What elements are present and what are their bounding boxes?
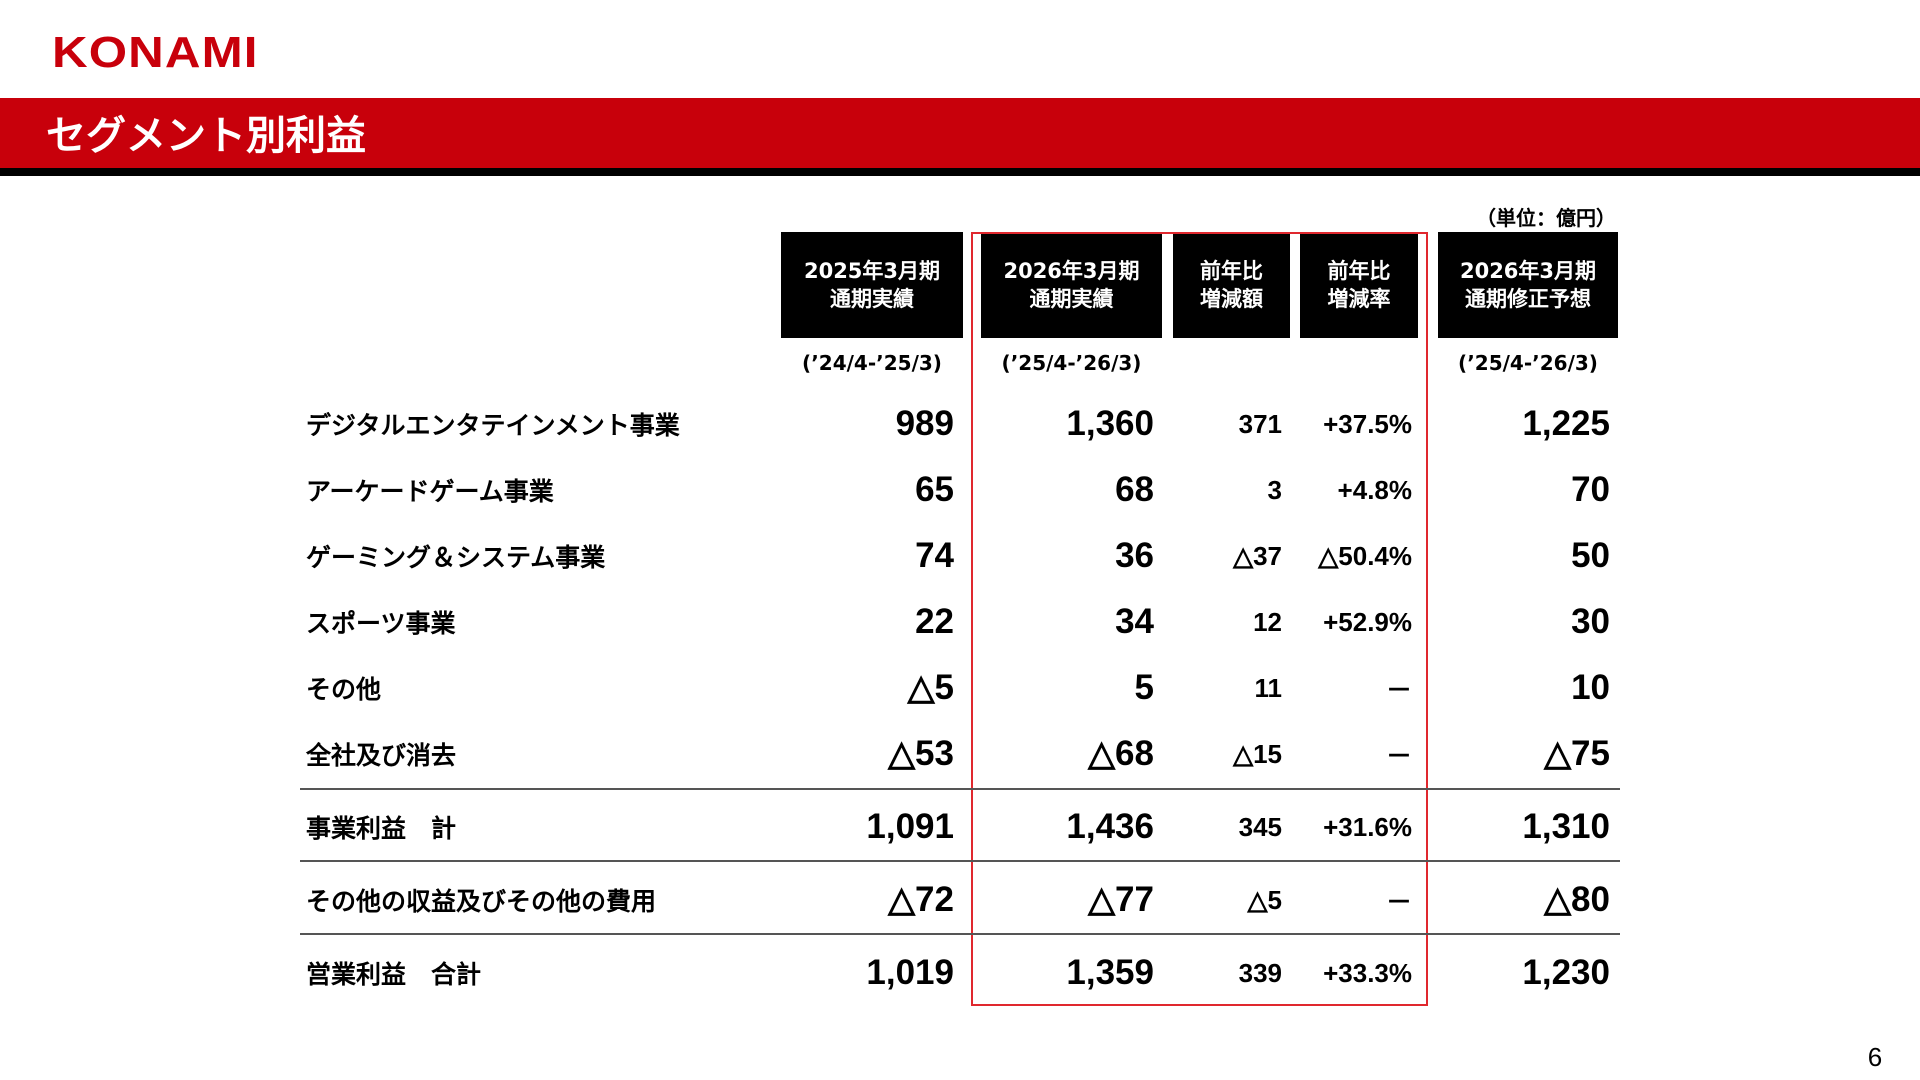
cell-forecast: △80 [1544, 880, 1610, 919]
row-label: 営業利益 合計 [306, 960, 482, 989]
column-header-yoy-change: 前年比 増減額 [1173, 232, 1290, 338]
cell-fy2026: 1,359 [1066, 953, 1154, 992]
cell-diff: △15 [1233, 738, 1282, 769]
cell-rate: +52.9% [1323, 606, 1412, 637]
row-label: デジタルエンタテインメント事業 [306, 411, 680, 440]
cell-rate: +33.3% [1323, 957, 1412, 988]
cell-diff: △37 [1233, 540, 1282, 571]
divider-line [300, 860, 1620, 862]
cell-fy2026: 34 [1115, 602, 1154, 641]
cell-fy2025: 989 [895, 404, 954, 443]
row-label: アーケードゲーム事業 [306, 477, 554, 506]
cell-fy2026: 68 [1115, 470, 1154, 509]
table-row-gaming-systems: ゲーミング＆システム事業 74 36 △37 △50.4% 50 [300, 530, 1620, 582]
cell-forecast: △75 [1544, 734, 1610, 773]
cell-fy2025: △53 [888, 734, 954, 773]
column-header-fy2026-actual: 2026年3月期 通期実績 [981, 232, 1162, 338]
unit-label: （単位：億円） [1476, 206, 1616, 230]
column-header-fy2026-forecast: 2026年3月期 通期修正予想 [1438, 232, 1618, 338]
cell-fy2025: 1,091 [866, 807, 954, 846]
table-row-arcade-game: アーケードゲーム事業 65 68 3 +4.8% 70 [300, 464, 1620, 516]
period-fy2026: (’25/4-’26/3) [1001, 351, 1142, 375]
column-header-line1: 前年比 [1200, 259, 1263, 283]
cell-rate: － [1385, 740, 1412, 771]
column-header-line2: 通期実績 [1029, 287, 1114, 311]
cell-diff: 345 [1238, 811, 1282, 842]
cell-fy2025: 22 [915, 602, 954, 641]
table-row-corporate-eliminations: 全社及び消去 △53 △68 △15 － △75 [300, 728, 1620, 780]
cell-fy2025: △72 [888, 880, 954, 919]
column-header-line1: 2026年3月期 [1003, 259, 1140, 283]
table-row-other-income-expenses: その他の収益及びその他の費用 △72 △77 △5 － △80 [300, 864, 1620, 936]
cell-forecast: 1,230 [1522, 953, 1610, 992]
column-header-fy2025-actual: 2025年3月期 通期実績 [781, 232, 963, 338]
divider-line [300, 933, 1620, 935]
cell-diff: 339 [1238, 957, 1282, 988]
page-title: セグメント別利益 [46, 113, 366, 159]
cell-fy2026: △68 [1088, 734, 1154, 773]
row-label: その他 [306, 675, 382, 704]
cell-fy2025: △5 [907, 668, 954, 707]
row-label: その他の収益及びその他の費用 [306, 887, 657, 916]
cell-diff: 3 [1267, 474, 1282, 505]
cell-rate: +37.5% [1323, 408, 1412, 439]
cell-rate: +4.8% [1337, 474, 1412, 505]
column-header-yoy-rate: 前年比 増減率 [1300, 232, 1418, 338]
cell-rate: +31.6% [1323, 811, 1412, 842]
cell-diff: △5 [1247, 884, 1282, 915]
cell-forecast: 1,310 [1522, 807, 1610, 846]
row-label: 事業利益 計 [306, 814, 457, 843]
cell-forecast: 30 [1571, 602, 1610, 641]
table-row-other: その他 △5 5 11 － 10 [300, 662, 1620, 714]
cell-diff: 371 [1238, 408, 1282, 439]
konami-logo: KONAMI [52, 28, 259, 77]
cell-diff: 11 [1254, 672, 1283, 703]
page-number: 6 [1867, 1042, 1883, 1072]
highlight-frame [971, 232, 1428, 1006]
table-row-sports: スポーツ事業 22 34 12 +52.9% 30 [300, 596, 1620, 648]
row-label: ゲーミング＆システム事業 [306, 543, 606, 572]
cell-diff: 12 [1253, 606, 1282, 637]
row-label: スポーツ事業 [306, 609, 456, 638]
cell-fy2026: 5 [1134, 668, 1154, 707]
cell-fy2025: 1,019 [866, 953, 954, 992]
cell-fy2026: 1,436 [1066, 807, 1154, 846]
cell-fy2025: 65 [915, 470, 954, 509]
cell-fy2026: 36 [1115, 536, 1154, 575]
column-header-line2: 通期修正予想 [1465, 287, 1591, 311]
cell-fy2025: 74 [915, 536, 954, 575]
column-header-line2: 増減率 [1327, 287, 1391, 311]
column-header-line2: 通期実績 [830, 287, 914, 311]
column-header-line1: 2026年3月期 [1459, 259, 1597, 283]
title-bar: セグメント別利益 [0, 98, 1920, 176]
cell-forecast: 50 [1571, 536, 1610, 575]
cell-rate: △50.4% [1318, 540, 1412, 571]
cell-forecast: 10 [1571, 668, 1610, 707]
column-header-line2: 増減額 [1200, 287, 1263, 311]
cell-rate: － [1385, 674, 1412, 705]
period-fy2025: (’24/4-’25/3) [802, 351, 942, 375]
divider-line [300, 788, 1620, 790]
column-header-line1: 前年比 [1327, 259, 1391, 283]
table-row-operating-profit-total: 営業利益 合計 1,019 1,359 339 +33.3% 1,230 [300, 937, 1620, 1009]
column-header-line1: 2025年3月期 [803, 259, 941, 283]
cell-forecast: 70 [1571, 470, 1610, 509]
cell-fy2026: △77 [1088, 880, 1154, 919]
table-row-business-profit-total: 事業利益 計 1,091 1,436 345 +31.6% 1,310 [300, 791, 1620, 863]
period-forecast: (’25/4-’26/3) [1458, 351, 1598, 375]
row-label: 全社及び消去 [306, 741, 457, 770]
cell-rate: － [1385, 886, 1412, 917]
cell-forecast: 1,225 [1522, 404, 1610, 443]
cell-fy2026: 1,360 [1066, 404, 1154, 443]
table-row-digital-entertainment: デジタルエンタテインメント事業 989 1,360 371 +37.5% 1,2… [300, 398, 1620, 450]
